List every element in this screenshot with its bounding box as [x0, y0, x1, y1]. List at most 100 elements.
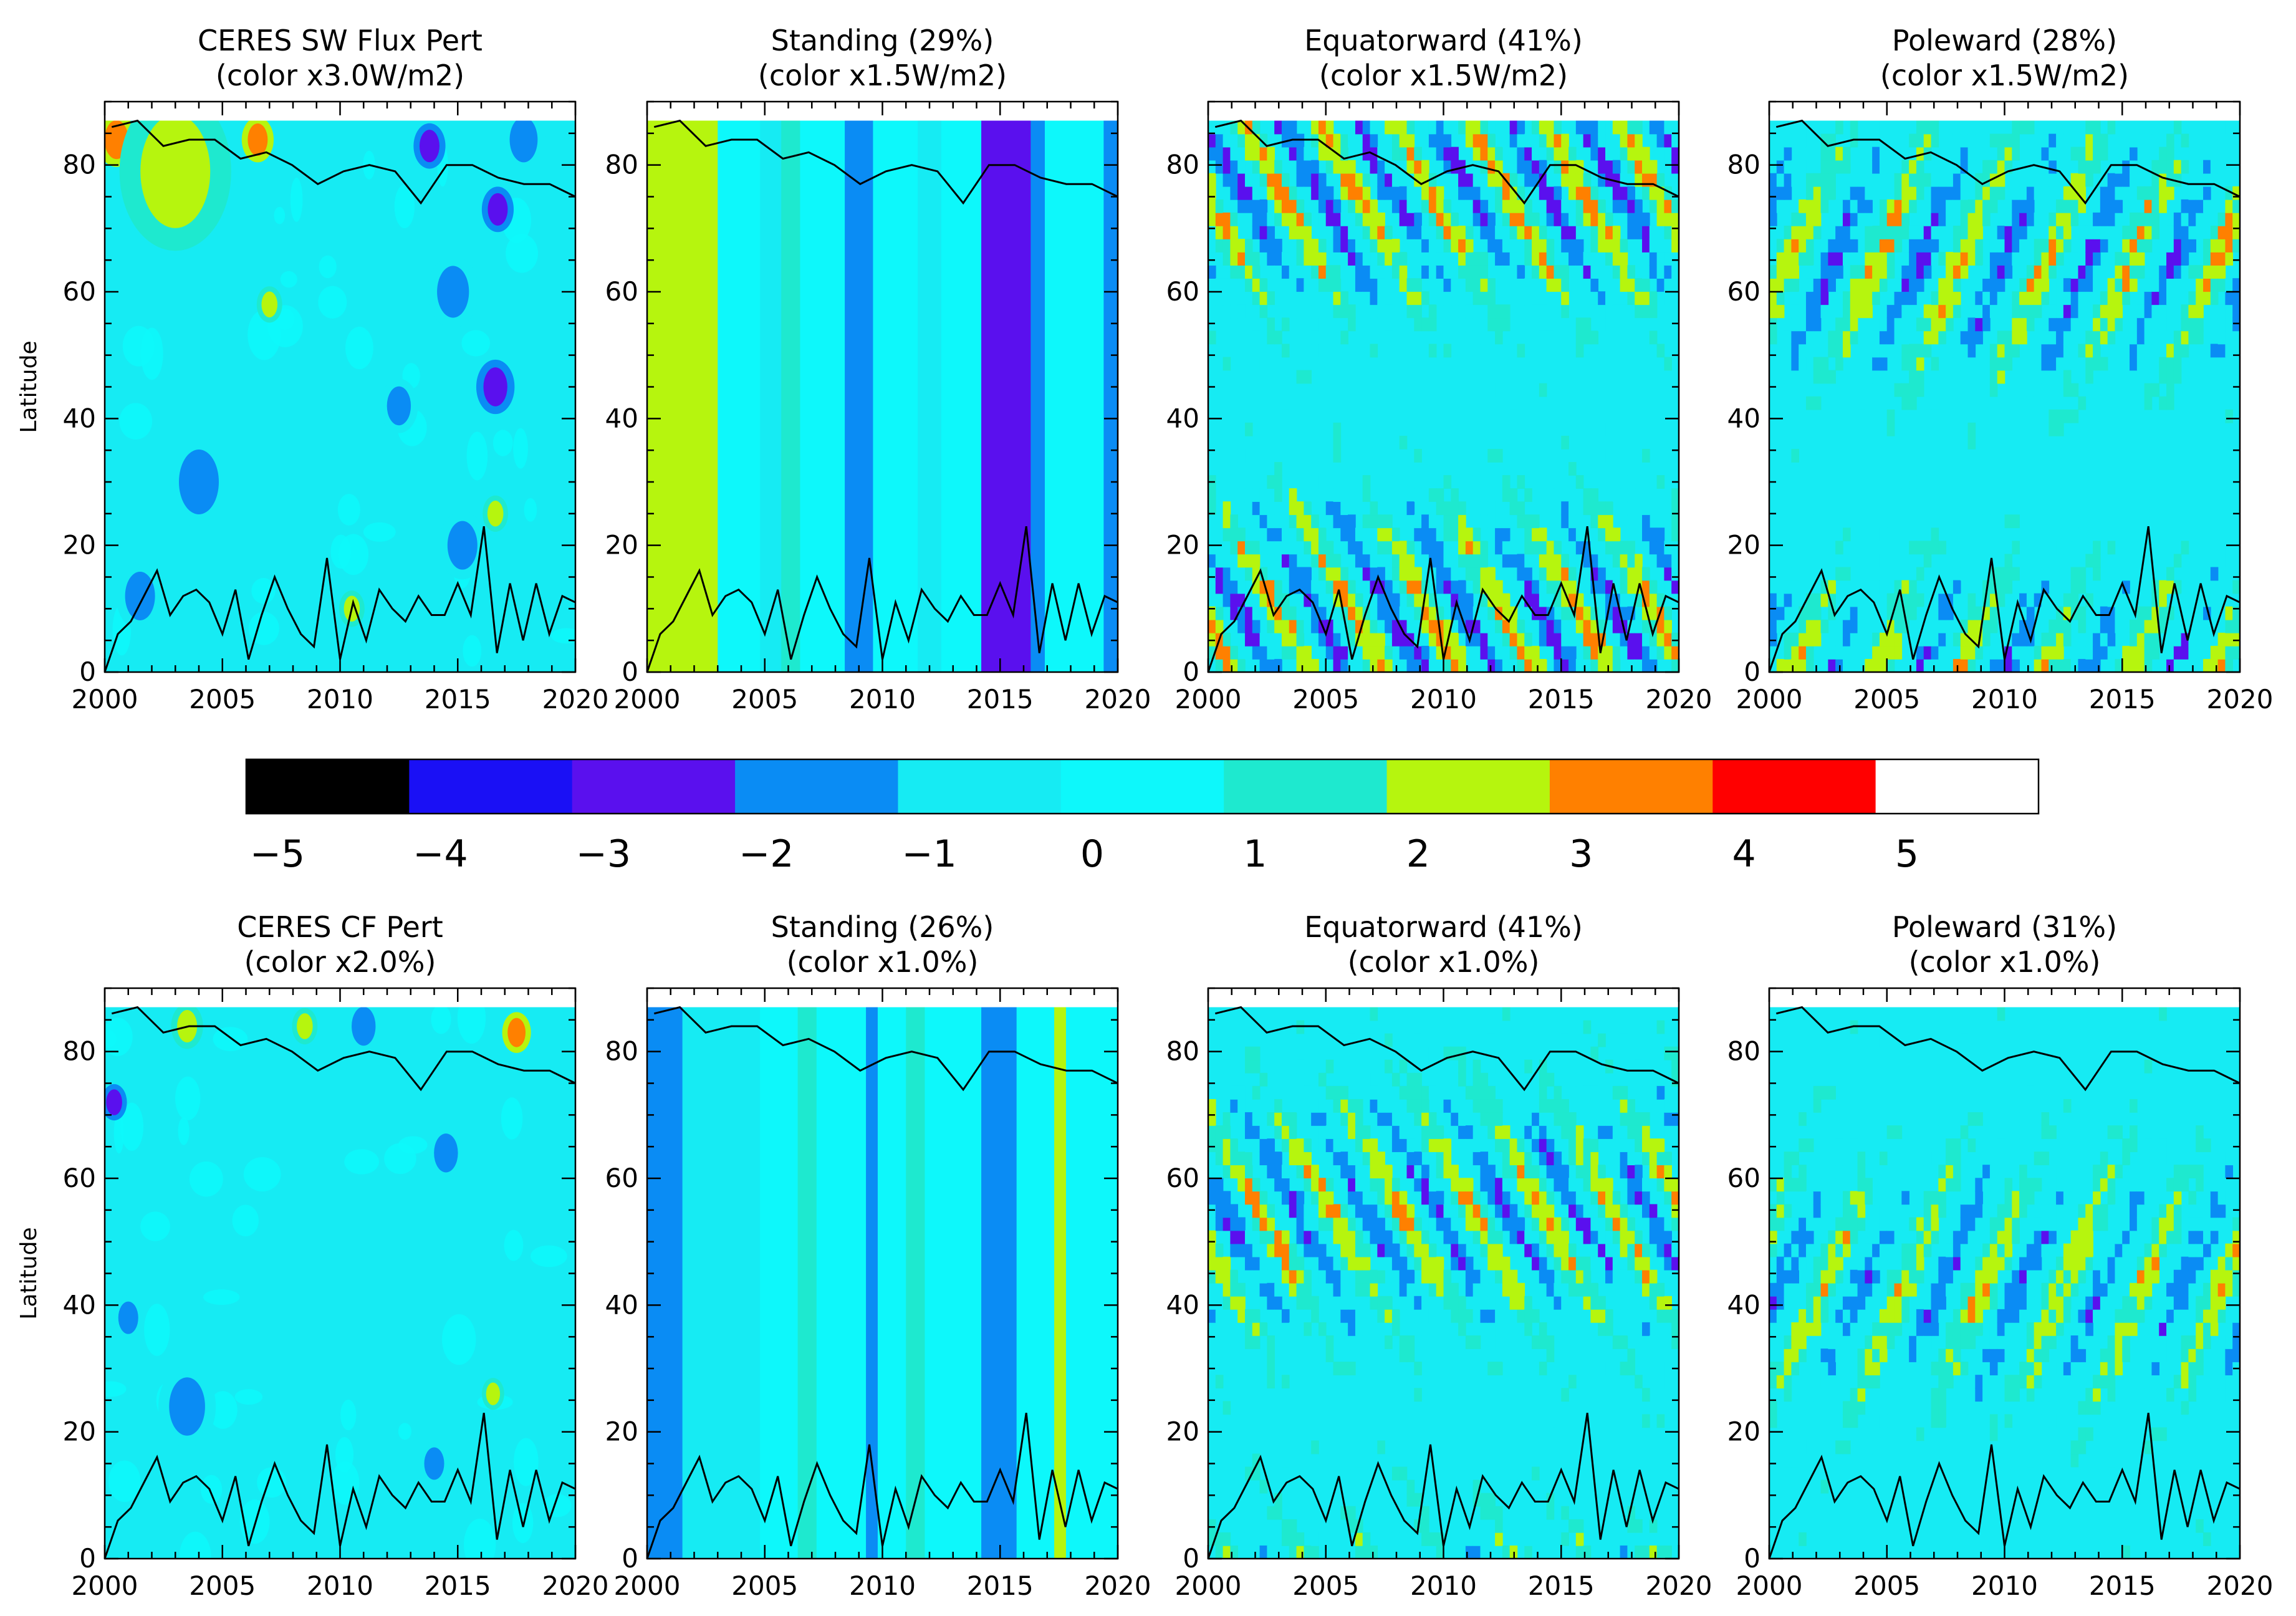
heatmap-cell [1377, 291, 1385, 305]
heatmap-cell [1222, 1125, 1231, 1139]
heatmap-cell [1805, 1296, 1814, 1310]
heatmap-cell [1931, 606, 1939, 620]
heatmap-cell [1377, 632, 1385, 647]
heatmap-cell [1252, 225, 1261, 239]
heatmap-cell [1590, 1217, 1599, 1231]
heatmap-cell [1502, 304, 1511, 319]
heatmap-cell [1524, 567, 1532, 581]
heatmap-cell [1532, 1125, 1540, 1139]
heatmap-cell [1769, 1125, 1777, 1139]
heatmap-cell [1222, 527, 1231, 542]
heatmap-cell [1872, 344, 1880, 358]
heatmap-cell [1561, 147, 1569, 161]
heatmap-cell [340, 1400, 357, 1431]
heatmap-cell [1791, 1362, 1799, 1375]
heatmap-cell [1414, 1362, 1422, 1375]
heatmap-cell [1946, 252, 1954, 266]
heatmap-cell [2188, 330, 2197, 345]
heatmap-cell [2004, 357, 2013, 371]
heatmap-cell [1828, 1230, 1836, 1244]
heatmap-cell [1931, 330, 1939, 345]
heatmap-cell [1561, 199, 1569, 213]
heatmap-cell [1399, 554, 1408, 568]
heatmap-cell [1857, 225, 1866, 239]
heatmap-cell [1799, 344, 1807, 358]
heatmap-cell [2100, 239, 2108, 252]
heatmap-cell [1575, 1519, 1584, 1533]
heatmap-cell [1561, 645, 1569, 660]
heatmap-cell [1575, 606, 1584, 620]
heatmap-cell [1377, 212, 1385, 226]
heatmap-cell [1546, 1532, 1555, 1546]
heatmap-cell [1539, 475, 1547, 489]
heatmap-cell [1776, 291, 1785, 305]
heatmap-cell [1237, 1506, 1246, 1520]
heatmap-cell [1296, 1138, 1305, 1152]
heatmap-cell [1267, 1296, 1275, 1310]
heatmap-cell [1215, 199, 1224, 213]
heatmap-cell [1311, 1440, 1319, 1455]
heatmap-cell [1627, 1152, 1636, 1166]
heatmap-cell [1443, 1217, 1452, 1231]
heatmap-cell [1436, 1282, 1444, 1297]
heatmap-cell [1222, 1256, 1231, 1271]
heatmap-cell [1938, 199, 1946, 213]
heatmap-cell [1311, 1178, 1319, 1192]
heatmap-cell [1325, 632, 1334, 647]
heatmap-cell [2034, 396, 2042, 410]
heatmap-cell [1244, 199, 1253, 213]
heatmap-cell [1391, 186, 1400, 200]
heatmap-cell [2130, 133, 2138, 148]
heatmap-cell [1656, 1217, 1665, 1231]
heatmap-cell [1909, 225, 1917, 239]
heatmap-cell [1886, 1217, 1895, 1231]
heatmap-cell [1289, 1335, 1297, 1349]
heatmap-cell [1509, 1269, 1518, 1284]
heatmap-cell [1799, 1217, 1807, 1231]
heatmap-cell [1377, 173, 1385, 187]
heatmap-cell [1546, 1269, 1555, 1284]
heatmap-cell [1348, 173, 1356, 187]
heatmap-cell [1671, 527, 1679, 542]
heatmap-cell [1472, 1282, 1481, 1297]
heatmap-cell [1583, 212, 1592, 226]
heatmap-cell [1776, 1204, 1785, 1218]
heatmap-cell [1252, 1269, 1261, 1284]
heatmap-cell [1612, 173, 1621, 187]
heatmap-cell [1561, 1099, 1569, 1113]
heatmap-cell [1509, 488, 1518, 503]
heatmap-cell [1635, 1322, 1643, 1336]
heatmap-cell [1975, 133, 1983, 148]
heatmap-cell [1318, 1243, 1327, 1258]
heatmap-cell [1916, 317, 1924, 332]
heatmap-cell [1612, 225, 1621, 239]
heatmap-cell [2063, 199, 2072, 213]
heatmap-cell [1399, 1217, 1408, 1231]
x-tick-label: 2015 [425, 684, 491, 714]
heatmap-cell [1311, 593, 1319, 607]
heatmap-cell [1267, 265, 1275, 279]
heatmap-cell [2100, 173, 2108, 187]
heatmap-cell [1377, 1204, 1385, 1218]
heatmap-cell [1304, 1230, 1312, 1244]
heatmap-cell [1458, 606, 1466, 620]
heatmap-cell [1385, 1256, 1393, 1271]
heatmap-cell [1813, 1085, 1822, 1100]
heatmap-cell [1805, 330, 1814, 345]
heatmap-cell [1635, 147, 1643, 161]
heatmap-cell [1252, 1204, 1261, 1218]
heatmap-cell [1850, 606, 1858, 620]
heatmap-cell [1627, 488, 1636, 503]
heatmap-cell [1799, 1335, 1807, 1349]
heatmap-cell [1296, 1152, 1305, 1166]
heatmap-cell [1304, 580, 1312, 594]
heatmap-cell [1524, 1152, 1532, 1166]
heatmap-cell [1953, 186, 1961, 200]
heatmap-cell [2107, 173, 2116, 187]
heatmap-cell [2056, 304, 2064, 319]
heatmap-cell [1784, 554, 1792, 568]
heatmap-cell [1539, 1138, 1547, 1152]
heatmap-cell [1575, 1493, 1584, 1507]
heatmap-cell [1546, 462, 1555, 476]
heatmap-cell [1967, 658, 1976, 672]
